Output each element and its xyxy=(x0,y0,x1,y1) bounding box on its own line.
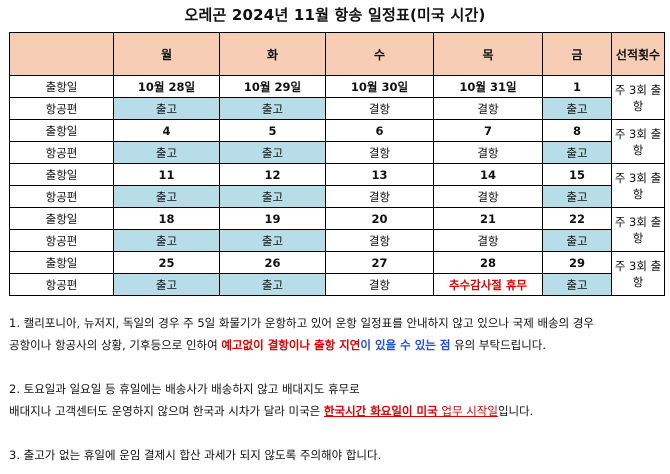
flight-cell: 출고 xyxy=(219,97,326,120)
flight-cell: 결항 xyxy=(325,185,434,208)
row-label: 항공편 xyxy=(9,97,114,120)
table-row: 항공편 출고 출고 결항 추수감사절 휴무 출고 xyxy=(9,273,665,296)
table-row: 출항일 10월 28일 10월 29일 10월 30일 10월 31일 1 주 … xyxy=(9,75,665,120)
note-text: 공항이나 항공사의 상황, 기후등으로 인하여 xyxy=(9,338,222,352)
shipment-count: 주 3회 출항 xyxy=(611,251,665,296)
row-label: 항공편 xyxy=(9,273,114,296)
flight-cell: 결항 xyxy=(325,97,434,120)
date-cell: 26 xyxy=(219,251,326,274)
row-label: 출항일 xyxy=(9,207,114,230)
row-label: 항공편 xyxy=(9,185,114,208)
shipment-count: 주 3회 출항 xyxy=(611,207,665,252)
row-label: 항공편 xyxy=(9,229,114,252)
flight-cell: 출고 xyxy=(542,273,612,296)
date-cell: 27 xyxy=(325,251,434,274)
date-cell: 10월 29일 xyxy=(219,75,326,98)
note-2-line-2: 배대지나 고객센터도 운영하지 않으며 한국과 시차가 달라 미국은 한국시간 … xyxy=(9,400,669,422)
flight-cell: 결항 xyxy=(325,229,434,252)
date-cell: 6 xyxy=(325,119,434,142)
flight-cell: 출고 xyxy=(219,229,326,252)
flight-cell: 결항 xyxy=(433,97,543,120)
flight-cell: 출고 xyxy=(542,185,612,208)
row-label: 항공편 xyxy=(9,141,114,164)
table-row: 출항일 11 12 13 14 15 주 3회 출항 xyxy=(9,163,665,208)
row-label: 출항일 xyxy=(9,75,114,98)
date-cell: 10월 28일 xyxy=(113,75,220,98)
flight-cell: 출고 xyxy=(219,273,326,296)
flight-cell: 출고 xyxy=(542,97,612,120)
date-cell: 12 xyxy=(219,163,326,186)
note-text: 유의 부탁드립니다. xyxy=(450,338,547,352)
date-cell: 15 xyxy=(542,163,612,186)
row-label: 출항일 xyxy=(9,251,114,274)
table-row: 항공편 출고 출고 결항 결항 출고 xyxy=(9,185,665,208)
flight-cell: 출고 xyxy=(219,185,326,208)
header-cell: 금 xyxy=(542,32,612,76)
note-3: 3. 출고가 없는 휴일에 운임 결제시 합산 과세가 되지 않도록 주의해야 … xyxy=(9,448,382,462)
notes-section: 1. 캘리포니아, 뉴저지, 독일의 경우 주 5일 화물기가 운항하고 있어 … xyxy=(9,312,669,466)
warning-highlight: 예고없이 결항이나 출항 지연 xyxy=(221,338,361,352)
flight-cell: 결항 xyxy=(325,273,434,296)
row-label: 출항일 xyxy=(9,119,114,142)
flight-cell: 결항 xyxy=(325,141,434,164)
date-cell: 21 xyxy=(433,207,543,230)
note-2-line-1: 2. 토요일과 일요일 등 휴일에는 배송사가 배송하지 않고 배대지도 휴무로 xyxy=(9,382,360,396)
date-cell: 4 xyxy=(113,119,220,142)
date-cell: 22 xyxy=(542,207,612,230)
date-cell: 7 xyxy=(433,119,543,142)
date-cell: 20 xyxy=(325,207,434,230)
note-text: 배대지나 고객센터도 운영하지 않으며 한국과 시차가 달라 미국은 xyxy=(9,404,324,418)
flight-cell: 결항 xyxy=(433,185,543,208)
header-row: 월 화 수 목 금 선적횟수 xyxy=(9,32,665,76)
emphasis-text: 이 있을 수 있는 점 xyxy=(360,338,451,352)
flight-cell: 결항 xyxy=(433,229,543,252)
header-cell: 월 xyxy=(113,32,220,76)
date-cell: 19 xyxy=(219,207,326,230)
note-1-line-2: 공항이나 항공사의 상황, 기후등으로 인하여 예고없이 결항이나 출항 지연이… xyxy=(9,334,669,356)
table-row: 출항일 4 5 6 7 8 주 3회 출항 xyxy=(9,119,665,164)
date-cell: 14 xyxy=(433,163,543,186)
note-1-line-1: 1. 캘리포니아, 뉴저지, 독일의 경우 주 5일 화물기가 운항하고 있어 … xyxy=(9,316,594,330)
date-cell: 10월 31일 xyxy=(433,75,543,98)
table-row: 항공편 출고 출고 결항 결항 출고 xyxy=(9,141,665,164)
table-row: 출항일 18 19 20 21 22 주 3회 출항 xyxy=(9,207,665,252)
date-cell: 28 xyxy=(433,251,543,274)
table-row: 항공편 출고 출고 결항 결항 출고 xyxy=(9,229,665,252)
shipment-count: 주 3회 출항 xyxy=(611,163,665,208)
table-row: 출항일 25 26 27 28 29 주 3회 출항 xyxy=(9,251,665,296)
flight-cell: 출고 xyxy=(219,141,326,164)
date-cell: 25 xyxy=(113,251,220,274)
flight-cell: 출고 xyxy=(542,229,612,252)
date-cell: 29 xyxy=(542,251,612,274)
date-cell: 5 xyxy=(219,119,326,142)
shipping-schedule-table: 월 화 수 목 금 선적횟수 출항일 10월 28일 10월 29일 10월 3… xyxy=(9,32,665,296)
flight-cell: 출고 xyxy=(113,273,220,296)
page-title: 오레곤 2024년 11월 항송 일정표(미국 시간) xyxy=(184,6,486,24)
flight-cell: 출고 xyxy=(113,185,220,208)
date-cell: 10월 30일 xyxy=(325,75,434,98)
header-cell: 수 xyxy=(325,32,434,76)
date-cell: 18 xyxy=(113,207,220,230)
flight-cell: 출고 xyxy=(113,97,220,120)
header-cell: 선적횟수 xyxy=(611,32,665,76)
table-row: 항공편 출고 출고 결항 결항 출고 xyxy=(9,97,665,120)
date-cell: 13 xyxy=(325,163,434,186)
shipment-count: 주 3회 출항 xyxy=(611,75,665,120)
warning-highlight: 한국시간 화요일이 미국 xyxy=(323,404,438,418)
header-cell: 화 xyxy=(219,32,326,76)
emphasis-text: 업무 시작일 xyxy=(437,404,498,418)
note-text: 입니다. xyxy=(497,404,534,418)
date-cell: 1 xyxy=(542,75,612,98)
flight-cell: 출고 xyxy=(113,141,220,164)
shipment-count: 주 3회 출항 xyxy=(611,119,665,164)
holiday-cell: 추수감사절 휴무 xyxy=(433,273,543,296)
header-cell xyxy=(9,32,114,76)
row-label: 출항일 xyxy=(9,163,114,186)
header-cell: 목 xyxy=(433,32,543,76)
flight-cell: 출고 xyxy=(113,229,220,252)
flight-cell: 결항 xyxy=(433,141,543,164)
flight-cell: 출고 xyxy=(542,141,612,164)
date-cell: 11 xyxy=(113,163,220,186)
date-cell: 8 xyxy=(542,119,612,142)
